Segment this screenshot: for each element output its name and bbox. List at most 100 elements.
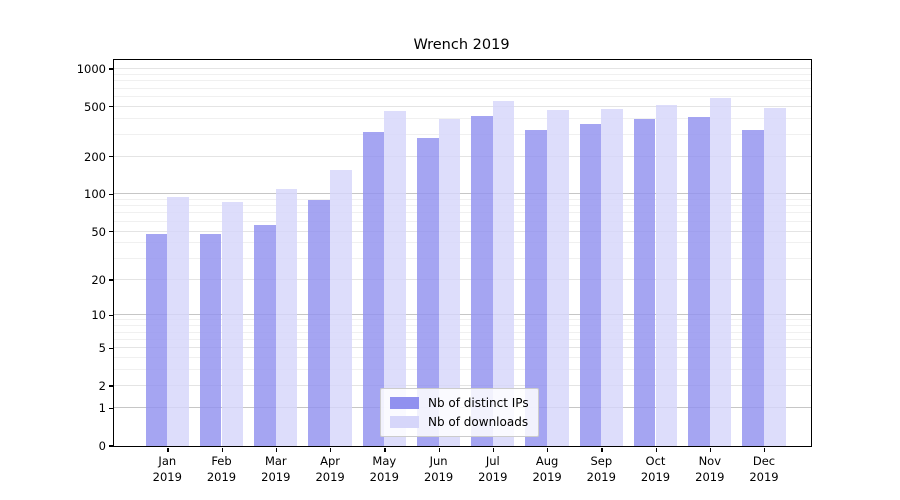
x-tick-label: Oct 2019	[640, 454, 671, 484]
bar-downloads-may	[384, 110, 406, 446]
gridline-minor	[114, 133, 811, 135]
x-tick-label: Jul 2019	[478, 454, 508, 484]
y-tick-label: 1000	[76, 62, 106, 76]
bar-distinct-ips-jul	[471, 116, 493, 446]
gridline-minor	[114, 369, 811, 371]
gridline-minor	[114, 242, 811, 244]
gridline-20	[114, 278, 811, 280]
x-tick-label: Apr 2019	[315, 454, 345, 484]
x-tick-label: May 2019	[369, 454, 399, 484]
bar-downloads-feb	[221, 201, 244, 446]
gridline-5	[114, 347, 811, 349]
y-tick-label: 2	[98, 379, 106, 394]
bar-downloads-nov	[709, 97, 732, 446]
y-tick-label: 0	[98, 439, 106, 453]
y-tick-label: 100	[84, 187, 106, 202]
y-tick-mark	[108, 155, 113, 158]
gridline-minor	[114, 198, 811, 200]
x-tick-mark	[275, 447, 278, 452]
y-tick-label: 200	[84, 149, 106, 164]
y-tick-mark	[108, 385, 113, 387]
x-tick-label: Feb 2019	[206, 454, 237, 484]
x-tick-mark	[438, 447, 440, 452]
x-tick-mark	[764, 447, 766, 452]
bar-downloads-dec	[764, 107, 786, 446]
gridline-50	[114, 230, 811, 232]
x-tick-mark	[547, 447, 549, 452]
legend-label-downloads: Nb of downloads	[428, 415, 529, 429]
gridline-minor	[114, 87, 811, 89]
y-tick-mark	[108, 445, 113, 447]
legend-swatch-downloads	[390, 416, 419, 428]
gridline-minor	[114, 95, 811, 97]
bar-downloads-jun	[438, 118, 461, 446]
gridline-minor	[114, 117, 811, 119]
y-tick-mark	[108, 407, 113, 409]
gridline-minor	[114, 80, 811, 82]
y-tick-label: 20	[91, 272, 106, 287]
x-tick-mark	[709, 447, 712, 452]
y-tick-label: 500	[84, 99, 106, 114]
bar-distinct-ips-jan	[145, 233, 168, 446]
y-tick-label: 10	[91, 308, 106, 323]
bar-distinct-ips-mar	[254, 225, 276, 446]
bar-downloads-sep	[601, 108, 623, 446]
gridline-1000	[114, 68, 811, 69]
bar-distinct-ips-oct	[633, 118, 656, 446]
gridline-2	[114, 385, 811, 387]
bar-distinct-ips-dec	[742, 129, 764, 446]
legend-label-distinct-ips: Nb of distinct IPs	[428, 396, 529, 410]
x-tick-mark	[167, 447, 169, 452]
gridline-minor	[114, 325, 811, 327]
chart-title: Wrench 2019	[413, 37, 510, 53]
x-tick-mark	[601, 447, 603, 452]
gridline-minor	[114, 212, 811, 214]
y-tick-mark	[108, 193, 113, 195]
y-tick-mark	[108, 347, 113, 349]
bar-distinct-ips-nov	[688, 117, 710, 446]
bar-distinct-ips-may	[362, 131, 385, 446]
x-tick-mark	[492, 447, 495, 452]
x-tick-label: Jan 2019	[152, 454, 182, 484]
gridline-minor	[114, 331, 811, 333]
bar-distinct-ips-sep	[579, 124, 602, 446]
bar-distinct-ips-jun	[416, 137, 439, 446]
gridline-minor	[114, 319, 811, 321]
gridline-minor	[114, 73, 811, 75]
y-tick-mark	[108, 68, 113, 70]
bar-downloads-aug	[547, 109, 569, 446]
bar-distinct-ips-aug	[525, 130, 548, 446]
bar-downloads-mar	[275, 189, 298, 446]
bar-downloads-apr	[330, 170, 352, 446]
y-tick-mark	[108, 314, 113, 316]
gridline-minor	[114, 257, 811, 259]
gridline-10	[114, 314, 811, 316]
x-tick-label: Aug 2019	[532, 454, 562, 484]
x-tick-mark	[384, 447, 386, 452]
gridline-minor	[114, 338, 811, 340]
gridline-200	[114, 155, 811, 157]
gridline-minor	[114, 205, 811, 207]
bar-downloads-jul	[492, 100, 515, 446]
x-tick-label: Mar 2019	[261, 454, 291, 484]
legend-box: Nb of distinct IPs Nb of downloads	[380, 388, 539, 437]
x-tick-label: Sep 2019	[586, 454, 616, 484]
bar-downloads-jan	[167, 196, 189, 446]
bar-distinct-ips-apr	[308, 199, 331, 446]
gridline-500	[114, 105, 811, 107]
legend-swatch-distinct-ips	[390, 397, 419, 409]
gridline-100	[114, 193, 811, 195]
legend-entry-downloads: Nb of downloads	[390, 415, 529, 429]
plot-area: Jan 2019 Feb 2019 Mar 2019 Apr 2019 May 2019…	[77, 59, 812, 484]
legend-entry-distinct-ips: Nb of distinct IPs	[390, 396, 529, 410]
y-tick-mark	[108, 279, 113, 281]
x-tick-label: Jun 2019	[423, 454, 454, 484]
y-tick-label: 50	[91, 224, 106, 239]
gridline-minor	[114, 357, 811, 359]
y-tick-label: 5	[98, 341, 106, 356]
bar-distinct-ips-feb	[199, 233, 222, 446]
y-tick-mark	[108, 230, 113, 233]
x-tick-mark	[655, 447, 657, 452]
x-tick-mark	[330, 447, 332, 452]
